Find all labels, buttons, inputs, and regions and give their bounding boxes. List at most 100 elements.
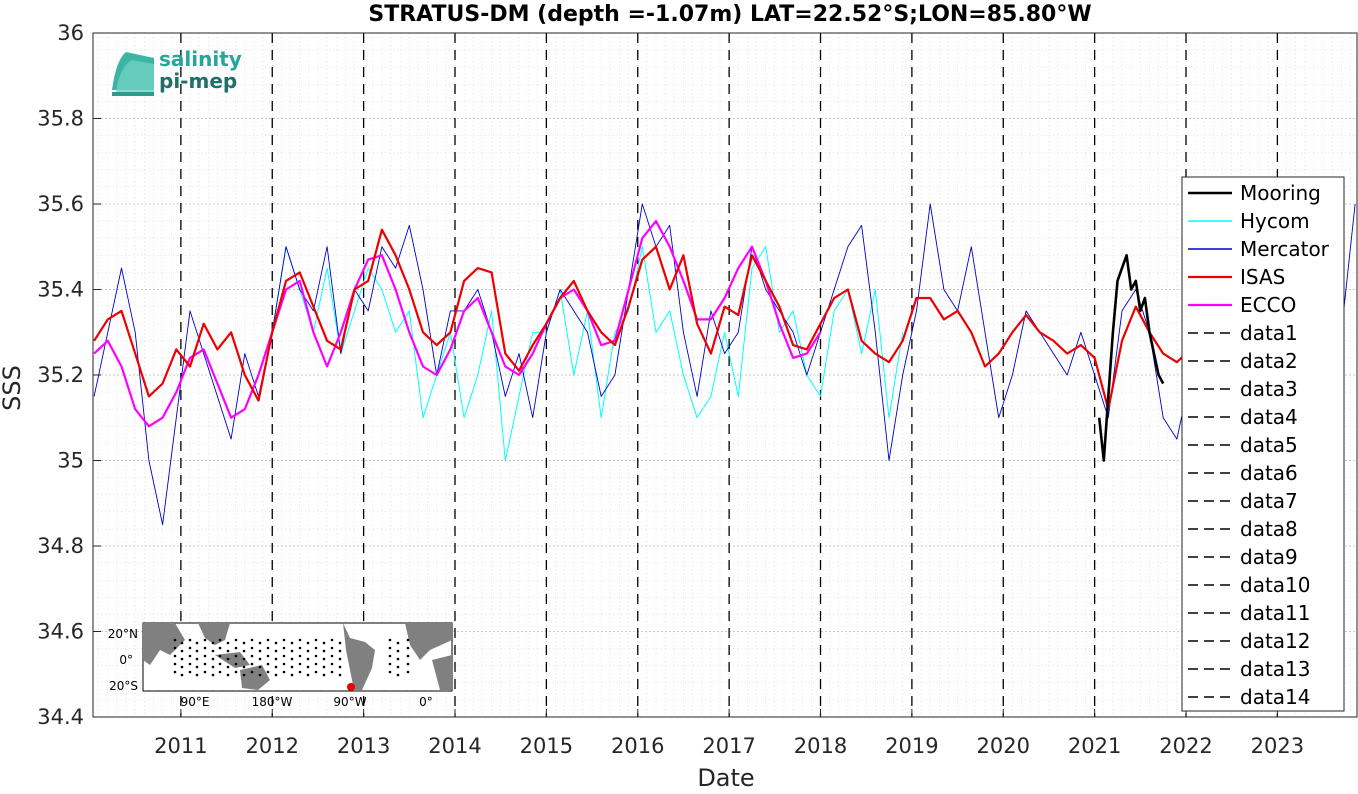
map-dot <box>226 665 230 669</box>
map-dot <box>188 646 192 650</box>
map-dot <box>234 654 238 658</box>
map-dot <box>188 638 192 642</box>
map-dot <box>306 657 310 661</box>
map-dot <box>322 641 326 645</box>
map-dot <box>250 638 254 642</box>
map-lat-label: 0° <box>119 653 133 667</box>
map-lat-label: 20°N <box>108 627 138 641</box>
map-dot <box>218 638 222 642</box>
map-lat-label: 20°S <box>109 679 138 693</box>
series-line-isas <box>93 228 1187 411</box>
map-station-marker <box>347 683 355 691</box>
legend-entry: data11 <box>1240 601 1311 625</box>
map-dot <box>338 641 342 645</box>
legend-entry: data2 <box>1240 349 1298 373</box>
map-dot <box>338 649 342 653</box>
legend-entry: data1 <box>1240 321 1298 345</box>
map-landmass <box>240 665 270 690</box>
map-dot <box>266 646 270 650</box>
map-dot <box>338 657 342 661</box>
map-dot <box>290 673 294 677</box>
map-dot <box>406 662 410 666</box>
map-dot <box>234 670 238 674</box>
map-dot <box>314 638 318 642</box>
map-dot <box>274 657 278 661</box>
map-dot <box>396 665 400 669</box>
map-dot <box>282 638 286 642</box>
y-tick-label: 35.6 <box>37 192 84 216</box>
map-lon-label: 0° <box>419 695 433 709</box>
map-dot <box>258 641 262 645</box>
map-dot <box>314 670 318 674</box>
x-tick-label: 2021 <box>1068 734 1121 758</box>
legend: Mooring Hycom Mercator ISAS ECCO data1 data2 da… <box>1181 176 1345 712</box>
map-dot <box>266 662 270 666</box>
map-dot <box>195 657 199 661</box>
map-dot <box>173 654 177 658</box>
y-tick-label: 36 <box>57 21 84 45</box>
map-dot <box>388 670 392 674</box>
y-tick-label: 35.4 <box>37 278 84 302</box>
series-line-mooring <box>1097 254 1165 462</box>
legend-entry: data9 <box>1240 545 1298 569</box>
legend-entry: data6 <box>1240 461 1298 485</box>
map-dot <box>234 662 238 666</box>
map-dot <box>282 662 286 666</box>
map-dot <box>250 654 254 658</box>
map-dot <box>396 673 400 677</box>
map-dot <box>258 673 262 677</box>
map-dot <box>203 646 207 650</box>
x-tick-label: 2020 <box>977 734 1030 758</box>
map-dot <box>180 649 184 653</box>
legend-entry: data12 <box>1240 629 1311 653</box>
map-dot <box>290 657 294 661</box>
x-tick-label: 2015 <box>520 734 573 758</box>
map-dot <box>396 657 400 661</box>
map-dot <box>195 641 199 645</box>
map-dot <box>226 673 230 677</box>
map-dot <box>298 654 302 658</box>
map-dot <box>188 662 192 666</box>
map-dot <box>258 657 262 661</box>
legend-entry: data5 <box>1240 433 1298 457</box>
map-dot <box>406 646 410 650</box>
map-dot <box>258 649 262 653</box>
legend-entry: ECCO <box>1240 293 1296 317</box>
map-dot <box>314 662 318 666</box>
map-dot <box>282 646 286 650</box>
map-dot <box>298 646 302 650</box>
map-dot <box>226 657 230 661</box>
map-dot <box>338 673 342 677</box>
map-dot <box>250 646 254 650</box>
legend-entry: data13 <box>1240 657 1311 681</box>
y-tick-labels: 34.4 34.6 34.8 35 35.2 35.4 35.6 35.8 36 <box>37 21 101 729</box>
y-tick-label: 35.8 <box>37 107 84 131</box>
x-tick-label: 2014 <box>428 734 481 758</box>
map-dot <box>218 646 222 650</box>
map-dot <box>173 638 177 642</box>
map-dot <box>322 649 326 653</box>
map-dot <box>406 638 410 642</box>
map-dot <box>250 670 254 674</box>
legend-entry: data8 <box>1240 517 1298 541</box>
map-dot <box>242 641 246 645</box>
map-dot <box>180 657 184 661</box>
map-dot <box>173 646 177 650</box>
series-line-ecco <box>93 220 822 428</box>
legend-entry: data14 <box>1240 685 1311 709</box>
legend-entry: data10 <box>1240 573 1311 597</box>
map-dot <box>250 662 254 666</box>
map-dot <box>298 670 302 674</box>
map-dot <box>290 649 294 653</box>
map-lon-label: 90°E <box>181 695 210 709</box>
map-dot <box>211 665 215 669</box>
map-dot <box>242 657 246 661</box>
map-dot <box>290 641 294 645</box>
map-dot <box>195 649 199 653</box>
map-dot <box>258 665 262 669</box>
map-dot <box>188 654 192 658</box>
map-lon-label: 180°W <box>252 695 293 709</box>
x-tick-label: 2023 <box>1251 734 1304 758</box>
map-dot <box>396 641 400 645</box>
